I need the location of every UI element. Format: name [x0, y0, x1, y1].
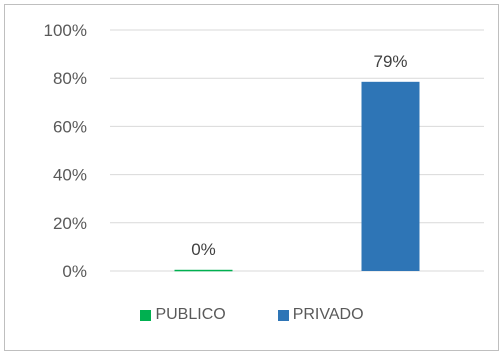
legend-item-privado: PRIVADO: [277, 306, 364, 324]
legend-swatch-privado: [277, 309, 289, 321]
y-tick-label: 20%: [53, 214, 87, 233]
legend-label-privado: PRIVADO: [292, 306, 364, 323]
legend-label-publico: PUBLICO: [155, 306, 226, 323]
y-tick-label: 80%: [53, 69, 87, 88]
y-tick-label: 100%: [44, 21, 87, 40]
y-tick-label: 40%: [53, 166, 87, 185]
data-label-publico: 0%: [191, 240, 216, 259]
legend-item-publico: PUBLICO: [140, 306, 226, 324]
bar-publico: [174, 269, 233, 272]
data-label-privado: 79%: [373, 52, 407, 71]
y-tick-label: 0%: [62, 262, 87, 281]
bar-privado: [361, 81, 420, 271]
legend: PUBLICO PRIVADO: [0, 304, 504, 326]
y-tick-label: 60%: [53, 117, 87, 136]
legend-swatch-publico: [140, 309, 152, 321]
